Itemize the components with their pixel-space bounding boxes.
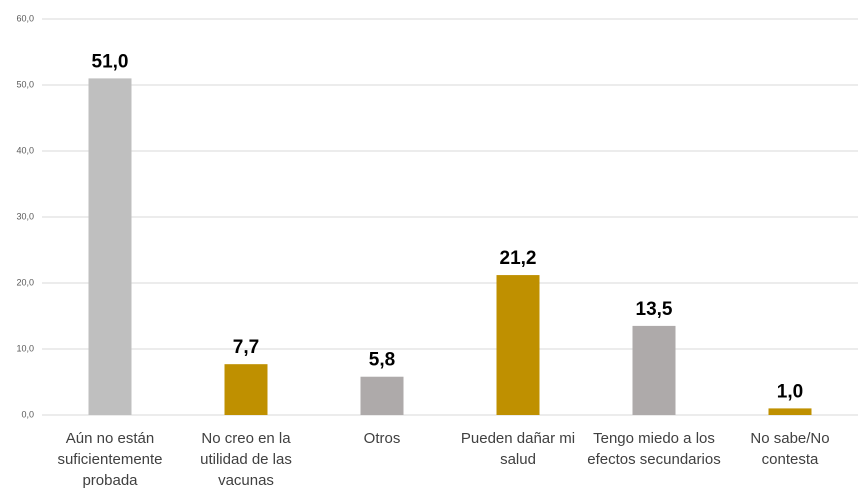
value-label: 7,7 <box>233 337 259 358</box>
bar <box>88 78 132 416</box>
x-tick-label: Otros <box>363 430 401 447</box>
bar <box>632 325 676 415</box>
value-label: 5,8 <box>369 350 395 371</box>
x-tick-label: No sabe/No contesta <box>750 430 830 468</box>
y-tick-label: 50,0 <box>16 79 34 89</box>
bar <box>496 275 540 415</box>
y-tick-label: 10,0 <box>16 343 34 353</box>
value-label: 1,0 <box>777 381 803 402</box>
bar <box>360 376 404 415</box>
value-label: 21,2 <box>500 248 537 269</box>
value-label: 13,5 <box>636 299 673 320</box>
x-tick-label: Aún no están suficientemente probada <box>57 430 163 489</box>
value-label: 51,0 <box>92 51 129 72</box>
y-tick-label: 40,0 <box>16 145 34 155</box>
x-tick-label: No creo en la utilidad de las vacunas <box>200 430 292 489</box>
y-tick-label: 60,0 <box>16 13 34 23</box>
x-tick-label: Tengo miedo a los efectos secundarios <box>587 430 721 468</box>
y-tick-label: 0,0 <box>21 409 34 419</box>
bar <box>224 364 268 415</box>
bar <box>768 408 812 415</box>
y-tick-label: 20,0 <box>16 277 34 287</box>
x-tick-label: Pueden dañar mi salud <box>460 430 576 468</box>
y-tick-label: 30,0 <box>16 211 34 221</box>
